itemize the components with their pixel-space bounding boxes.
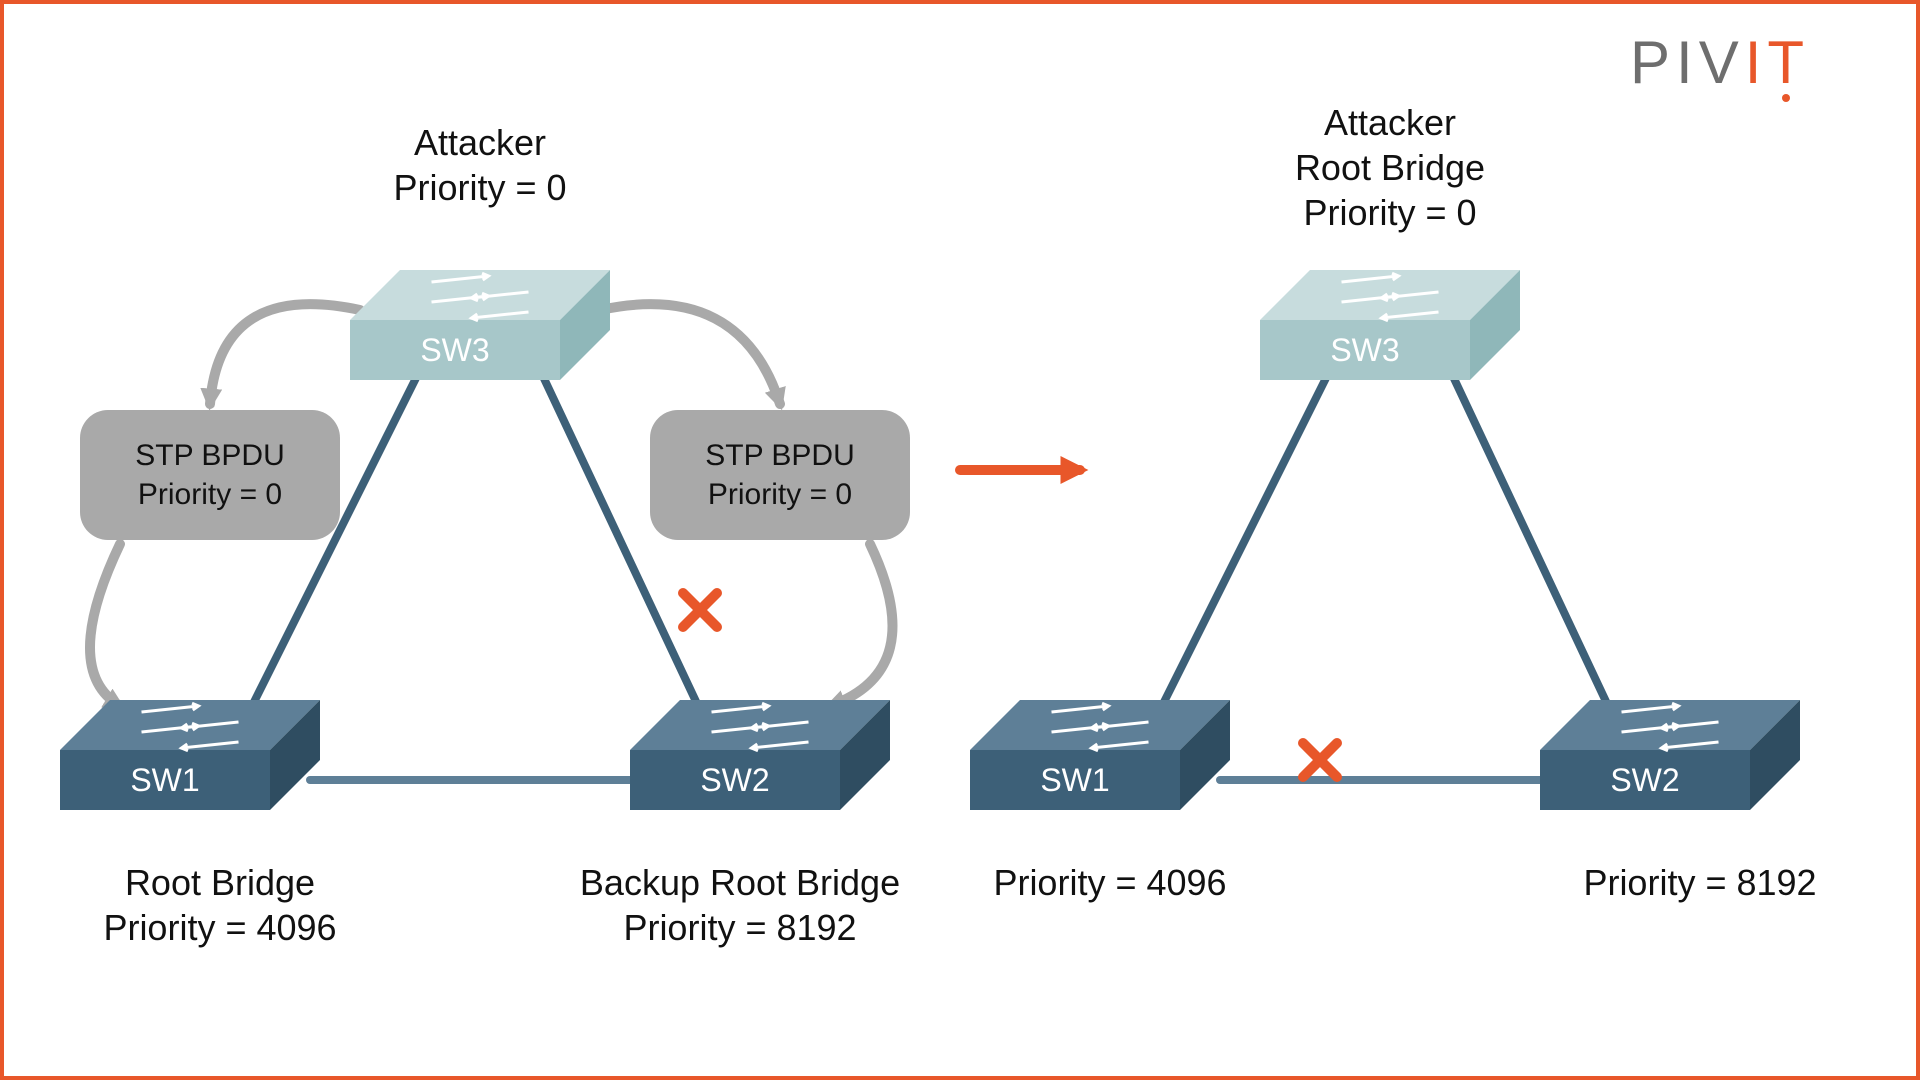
logo-text-orange: IT — [1745, 29, 1810, 96]
caption-line: Root Bridge — [1090, 145, 1690, 190]
pivit-logo: PIVIT — [1630, 28, 1810, 97]
caption-line: Priority = 8192 — [440, 905, 1040, 950]
caption-line: Attacker — [180, 120, 780, 165]
label-priority-sw2-right: Priority = 8192 — [1400, 860, 1920, 905]
svg-text:SW2: SW2 — [700, 762, 769, 798]
caption-line: Priority = 0 — [1090, 190, 1690, 235]
svg-text:SW1: SW1 — [130, 762, 199, 798]
caption-line: Attacker — [1090, 100, 1690, 145]
caption-line: Priority = 0 — [180, 165, 780, 210]
bpdu-box-left: STP BPDU Priority = 0 — [80, 410, 340, 540]
label-attacker-left: Attacker Priority = 0 — [180, 120, 780, 210]
label-priority-sw1-right: Priority = 4096 — [810, 860, 1410, 905]
bpdu-line: STP BPDU — [135, 436, 285, 475]
diagram-stage: SW3 SW1 SW2 SW3 SW1 SW2 PIVIT Attacker Priori… — [0, 0, 1920, 1080]
bpdu-line: Priority = 0 — [135, 475, 285, 514]
label-attacker-right: Attacker Root Bridge Priority = 0 — [1090, 100, 1690, 235]
logo-text-gray: PIV — [1630, 29, 1745, 96]
svg-text:SW3: SW3 — [420, 332, 489, 368]
caption-line: Priority = 4096 — [810, 860, 1410, 905]
bpdu-box-right: STP BPDU Priority = 0 — [650, 410, 910, 540]
bpdu-line: STP BPDU — [705, 436, 855, 475]
svg-text:SW2: SW2 — [1610, 762, 1679, 798]
caption-line: Priority = 8192 — [1400, 860, 1920, 905]
svg-text:SW3: SW3 — [1330, 332, 1399, 368]
logo-dot-icon — [1782, 94, 1790, 102]
svg-text:SW1: SW1 — [1040, 762, 1109, 798]
bpdu-line: Priority = 0 — [705, 475, 855, 514]
